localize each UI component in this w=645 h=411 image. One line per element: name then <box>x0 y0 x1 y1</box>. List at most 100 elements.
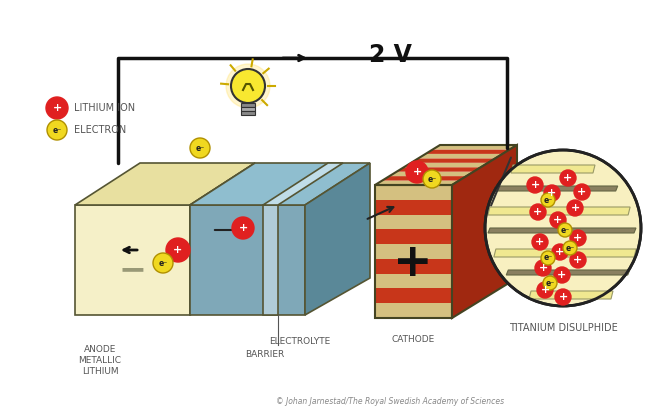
Circle shape <box>406 161 428 183</box>
Polygon shape <box>375 289 452 303</box>
Polygon shape <box>375 200 452 215</box>
Circle shape <box>563 241 577 255</box>
Circle shape <box>567 200 583 216</box>
Text: e⁻: e⁻ <box>561 226 570 235</box>
Polygon shape <box>375 274 452 289</box>
Polygon shape <box>375 215 452 229</box>
Text: +: + <box>412 167 422 177</box>
Text: LITHIUM ION: LITHIUM ION <box>74 103 135 113</box>
Circle shape <box>532 234 548 250</box>
Text: −: − <box>118 254 146 286</box>
Circle shape <box>570 230 586 246</box>
Text: TITANIUM DISULPHIDE: TITANIUM DISULPHIDE <box>509 323 617 333</box>
Polygon shape <box>263 205 278 315</box>
Polygon shape <box>488 228 636 233</box>
Circle shape <box>231 69 265 103</box>
Polygon shape <box>529 291 613 299</box>
Polygon shape <box>511 165 595 173</box>
Text: e⁻: e⁻ <box>195 143 204 152</box>
Polygon shape <box>494 249 636 257</box>
Polygon shape <box>390 172 473 176</box>
Text: +: + <box>535 237 544 247</box>
Polygon shape <box>494 186 618 191</box>
Text: 2 V: 2 V <box>368 43 412 67</box>
Circle shape <box>530 204 546 220</box>
Polygon shape <box>263 163 343 205</box>
Circle shape <box>555 289 571 305</box>
Circle shape <box>554 267 570 283</box>
Polygon shape <box>375 180 459 185</box>
Polygon shape <box>375 185 452 200</box>
Text: e⁻: e⁻ <box>543 196 553 205</box>
Circle shape <box>535 260 551 276</box>
Polygon shape <box>426 150 510 154</box>
Text: e⁻: e⁻ <box>52 125 62 134</box>
Text: e⁻: e⁻ <box>546 279 555 288</box>
Text: ELECTRON: ELECTRON <box>74 125 126 135</box>
Polygon shape <box>375 303 452 318</box>
Polygon shape <box>404 163 488 167</box>
Polygon shape <box>382 176 466 180</box>
Circle shape <box>190 138 210 158</box>
Polygon shape <box>305 163 370 315</box>
Text: CATHODE: CATHODE <box>392 335 435 344</box>
Bar <box>241 103 255 107</box>
Text: +: + <box>393 240 433 286</box>
Circle shape <box>232 217 254 239</box>
Circle shape <box>537 282 553 298</box>
Polygon shape <box>375 229 452 244</box>
Text: +: + <box>541 285 550 295</box>
Circle shape <box>153 253 173 273</box>
Polygon shape <box>375 244 452 259</box>
Polygon shape <box>375 259 452 274</box>
Polygon shape <box>506 270 630 275</box>
Circle shape <box>485 150 641 306</box>
Text: +: + <box>548 188 557 198</box>
Circle shape <box>46 97 68 119</box>
Polygon shape <box>190 163 370 205</box>
Text: +: + <box>539 263 548 273</box>
Circle shape <box>550 212 566 228</box>
Text: e⁻: e⁻ <box>543 254 553 263</box>
Text: +: + <box>52 103 62 113</box>
Text: +: + <box>563 173 573 183</box>
Circle shape <box>423 170 441 188</box>
Text: +: + <box>533 207 542 217</box>
Circle shape <box>544 185 560 201</box>
Text: © Johan Jarnestad/The Royal Swedish Academy of Sciences: © Johan Jarnestad/The Royal Swedish Acad… <box>276 397 504 406</box>
Circle shape <box>541 251 555 265</box>
Circle shape <box>226 64 270 108</box>
Polygon shape <box>75 205 190 315</box>
Polygon shape <box>190 205 305 315</box>
Circle shape <box>558 223 572 237</box>
Polygon shape <box>433 145 517 150</box>
Circle shape <box>574 184 590 200</box>
Circle shape <box>543 276 557 290</box>
Circle shape <box>541 193 555 207</box>
Text: +: + <box>530 180 540 190</box>
Polygon shape <box>419 154 502 158</box>
Text: +: + <box>557 270 566 280</box>
Text: +: + <box>573 255 582 265</box>
Text: +: + <box>577 187 586 197</box>
Text: +: + <box>570 203 580 213</box>
Circle shape <box>527 177 543 193</box>
Bar <box>241 111 255 115</box>
Text: ELECTROLYTE: ELECTROLYTE <box>270 337 331 346</box>
Text: e⁻: e⁻ <box>428 175 437 183</box>
Text: +: + <box>573 233 582 243</box>
Text: +: + <box>239 223 248 233</box>
Circle shape <box>166 238 190 262</box>
Text: +: + <box>553 215 562 225</box>
Text: +: + <box>174 245 183 255</box>
Circle shape <box>552 244 568 260</box>
Polygon shape <box>397 167 481 172</box>
Polygon shape <box>411 158 495 163</box>
Polygon shape <box>75 163 255 205</box>
Text: e⁻: e⁻ <box>566 243 575 252</box>
Bar <box>241 107 255 111</box>
Text: +: + <box>559 292 568 302</box>
Circle shape <box>570 252 586 268</box>
Text: BARRIER: BARRIER <box>245 350 284 359</box>
Polygon shape <box>452 145 517 318</box>
